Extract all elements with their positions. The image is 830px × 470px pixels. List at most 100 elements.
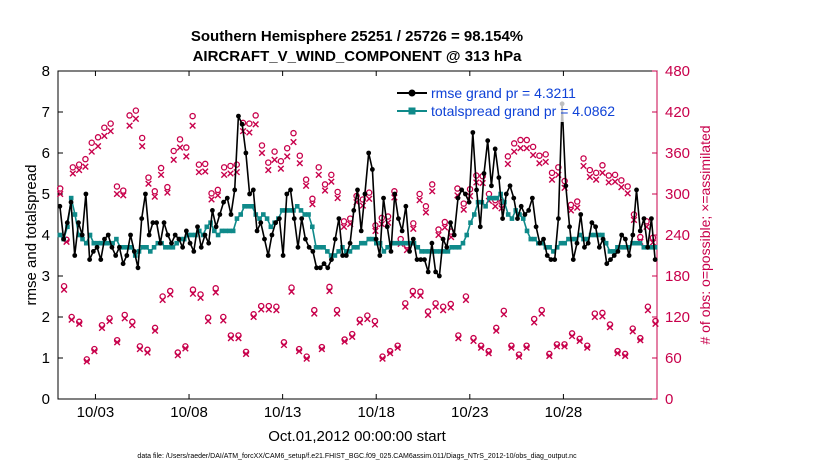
obs-assimilated-point: [68, 316, 75, 324]
obs-assimilated-point: [227, 170, 234, 177]
obs-assimilated-point: [159, 296, 166, 304]
obs-assimilated-point: [546, 352, 553, 360]
rmse-point: [418, 257, 424, 262]
totalspread-point: [652, 245, 658, 250]
y-tick-label: 2: [42, 309, 50, 326]
rmse-point: [407, 249, 412, 254]
totalspread-point: [464, 232, 470, 238]
totalspread-point: [370, 236, 375, 242]
rmse-point: [462, 191, 468, 197]
rmse-point: [299, 216, 305, 222]
rmse-point: [578, 212, 584, 217]
rmse-point: [295, 244, 301, 250]
rmse-point: [355, 187, 360, 193]
totalspread-point: [257, 216, 262, 221]
obs-assimilated-point: [242, 350, 250, 358]
obs-assimilated-point: [258, 149, 266, 157]
obs-assimilated-point: [591, 313, 599, 321]
rmse-point: [634, 187, 639, 193]
rmse-point: [172, 232, 178, 238]
totalspread-point: [87, 232, 93, 238]
obs-assimilated-point: [126, 122, 133, 129]
obs-assimilated-point: [151, 193, 159, 201]
obs-assimilated-point: [94, 142, 102, 150]
obs-possible-point: [611, 171, 619, 179]
totalspread-point: [449, 245, 454, 250]
obs-possible-point: [592, 169, 600, 177]
rmse-point: [522, 212, 528, 217]
rmse-point: [377, 253, 383, 258]
obs-possible-point: [69, 164, 77, 171]
obs-assimilated-point: [170, 156, 177, 164]
legend-label-rmse: rmse grand pr = 4.3211: [431, 85, 576, 101]
obs-possible-point: [428, 181, 436, 188]
rmse-point: [102, 236, 107, 242]
totalspread-point: [91, 240, 97, 246]
rmse-point: [236, 113, 241, 119]
y-right-tick-label: 420: [665, 104, 690, 121]
obs-possible-point: [288, 284, 295, 291]
obs-possible-point: [107, 120, 114, 127]
obs-assimilated-point: [315, 171, 323, 179]
rmse-point: [622, 236, 628, 242]
obs-assimilated-point: [439, 306, 447, 314]
obs-assimilated-point: [189, 290, 197, 298]
obs-assimilated-point: [214, 192, 222, 199]
rmse-point: [247, 191, 253, 197]
obs-possible-point: [290, 129, 297, 137]
rmse-point: [649, 216, 654, 222]
obs-assimilated-point: [235, 334, 242, 342]
obs-assimilated-point: [91, 347, 98, 355]
obs-assimilated-point: [470, 337, 477, 345]
totalspread-point: [129, 245, 134, 250]
rmse-point: [57, 203, 63, 209]
obs-assimilated-point: [69, 170, 77, 177]
obs-possible-point: [637, 233, 644, 241]
totalspread-point: [287, 208, 292, 213]
totalspread-point: [453, 245, 458, 250]
rmse-point: [500, 216, 505, 222]
obs-assimilated-point: [386, 349, 394, 357]
obs-possible-point: [126, 112, 133, 119]
obs-assimilated-point: [83, 358, 91, 365]
obs-possible-point: [252, 112, 259, 119]
totalspread-point: [227, 228, 232, 234]
obs-possible-point: [561, 177, 568, 185]
x-axis-label: Oct.01,2012 00:00:00 start: [268, 428, 446, 445]
obs-assimilated-point: [56, 190, 64, 198]
legend: rmse grand pr = 4.3211 totalspread grand…: [393, 80, 639, 122]
obs-assimilated-point: [273, 306, 280, 314]
obs-assimilated-point: [121, 315, 129, 322]
rmse-point: [310, 249, 316, 254]
obs-possible-point: [138, 134, 146, 142]
totalspread-point: [298, 208, 304, 213]
obs-assimilated-point: [401, 303, 409, 311]
rmse-point: [507, 183, 513, 189]
rmse-point: [150, 220, 156, 226]
obs-possible-point: [88, 139, 95, 146]
obs-assimilated-point: [197, 294, 204, 302]
obs-assimilated-point: [614, 349, 621, 357]
rmse-point: [139, 216, 145, 222]
rmse-point: [221, 199, 226, 205]
totalspread-point: [245, 204, 251, 209]
rmse-point: [637, 228, 643, 234]
obs-possible-point: [302, 176, 310, 183]
rmse-point: [515, 216, 520, 222]
totalspread-point: [551, 249, 556, 254]
obs-possible-point: [517, 136, 524, 144]
rmse-point: [116, 244, 122, 250]
totalspread-point: [381, 249, 387, 254]
obs-assimilated-point: [462, 296, 470, 304]
y-tick-label: 8: [42, 63, 50, 80]
rmse-point: [262, 236, 267, 242]
totalspread-point: [505, 212, 511, 217]
totalspread-point: [637, 240, 643, 246]
obs-possible-point: [409, 287, 417, 295]
totalspread-point: [407, 240, 413, 246]
rmse-point: [109, 244, 115, 250]
totalspread-point: [155, 240, 161, 246]
obs-assimilated-point: [583, 344, 591, 352]
obs-possible-point: [265, 159, 272, 166]
